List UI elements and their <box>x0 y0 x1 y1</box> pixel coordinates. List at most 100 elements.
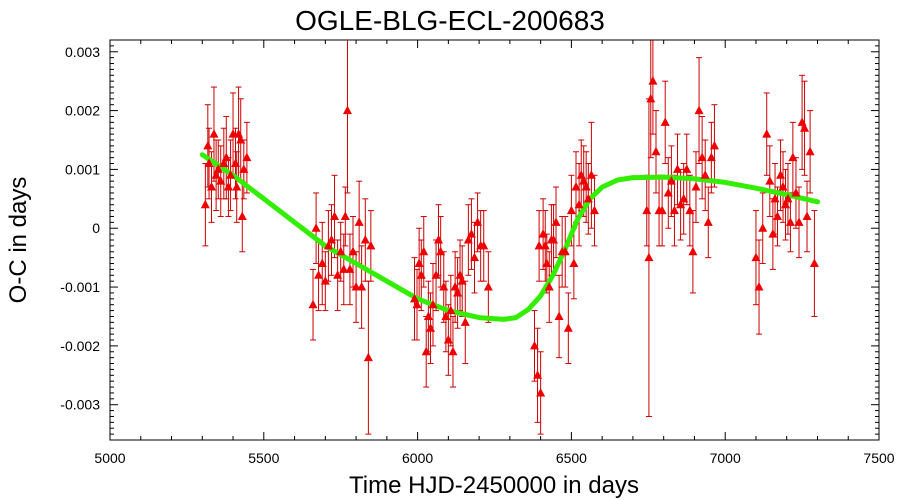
data-point <box>791 187 801 197</box>
data-point <box>213 164 223 173</box>
data-point <box>688 246 698 256</box>
data-point <box>644 252 654 262</box>
data-point <box>457 276 467 285</box>
data-point <box>642 205 652 215</box>
data-point <box>221 152 231 162</box>
chart-title: OGLE-BLG-ECL-200683 <box>295 5 605 36</box>
data-point <box>805 146 815 156</box>
y-tick-label: -0.001 <box>60 279 100 295</box>
data-point <box>340 211 350 220</box>
data-point <box>566 205 576 215</box>
fit-curve <box>199 152 820 322</box>
data-point <box>242 152 252 162</box>
x-tick-label: 7000 <box>710 450 741 466</box>
plot-frame <box>109 39 880 441</box>
data-point <box>330 211 340 220</box>
data-point <box>203 140 213 150</box>
data-point <box>439 282 449 291</box>
data-point <box>581 182 591 191</box>
data-point <box>682 164 692 173</box>
data-point <box>765 176 775 185</box>
data-point <box>554 311 564 320</box>
data-point <box>754 282 764 291</box>
data-point <box>574 199 584 209</box>
data-point <box>589 205 599 215</box>
data-point <box>446 305 456 315</box>
data-point <box>660 117 670 126</box>
data-point <box>232 182 242 191</box>
data-point <box>706 152 716 162</box>
data-point <box>788 152 798 162</box>
plot-area <box>199 39 820 435</box>
data-point <box>569 258 579 268</box>
data-point <box>679 193 689 203</box>
data-point <box>776 170 786 179</box>
data-point <box>534 240 544 250</box>
data-point <box>802 211 812 220</box>
axis-ticks: 5000 5500 6000 6500 7000 7500 0.003 0.002 0.001 0… <box>60 39 895 466</box>
data-point <box>800 123 810 132</box>
data-point <box>669 205 679 215</box>
data-point <box>236 135 246 144</box>
data-point <box>412 299 422 309</box>
data-point <box>673 164 683 173</box>
data-point <box>421 346 431 356</box>
data-point <box>453 287 463 297</box>
data-point <box>709 140 719 150</box>
data-point <box>563 323 573 332</box>
data-point <box>768 229 778 238</box>
data-point <box>544 282 554 291</box>
data-point <box>460 317 470 326</box>
data-point <box>463 235 473 244</box>
data-point <box>540 240 550 250</box>
data-point <box>239 164 249 173</box>
data-point <box>231 158 241 168</box>
data-point <box>529 340 539 350</box>
data-point <box>751 252 761 262</box>
data-point <box>333 270 343 279</box>
data-point <box>441 311 451 320</box>
data-point <box>560 246 570 256</box>
data-point <box>697 152 707 162</box>
data-point <box>209 129 219 138</box>
data-point <box>336 246 346 256</box>
data-point <box>419 246 429 256</box>
data-point <box>676 199 686 209</box>
data-point <box>663 187 673 197</box>
data-point <box>542 258 552 268</box>
data-point <box>423 311 433 320</box>
data-point <box>809 258 819 268</box>
data-point <box>428 299 438 309</box>
data-point <box>339 264 349 273</box>
data-point <box>648 76 658 85</box>
data-point <box>308 299 318 309</box>
data-point <box>311 223 321 232</box>
data-point <box>314 270 324 279</box>
x-axis-label: Time HJD-2450000 in days <box>349 472 639 499</box>
data-point <box>204 158 214 168</box>
data-point <box>551 217 561 226</box>
data-point <box>211 170 221 179</box>
data-point <box>360 235 370 244</box>
data-point <box>700 170 710 179</box>
data-point <box>479 240 489 250</box>
data-point <box>657 205 667 215</box>
data-point <box>216 176 226 185</box>
data-point <box>436 246 446 256</box>
data-point <box>691 182 701 191</box>
data-point <box>455 270 465 279</box>
y-tick-label: 0.003 <box>65 44 100 60</box>
data-point <box>342 105 352 115</box>
data-point <box>703 217 713 226</box>
x-tick-label: 7500 <box>863 450 894 466</box>
data-point <box>200 199 210 209</box>
data-point <box>536 387 546 397</box>
data-point <box>466 229 476 238</box>
data-point <box>685 205 695 215</box>
data-point <box>320 276 330 285</box>
x-tick-label: 6000 <box>402 450 433 466</box>
data-point <box>533 370 543 379</box>
data-point <box>226 170 236 179</box>
data-point <box>694 105 704 115</box>
